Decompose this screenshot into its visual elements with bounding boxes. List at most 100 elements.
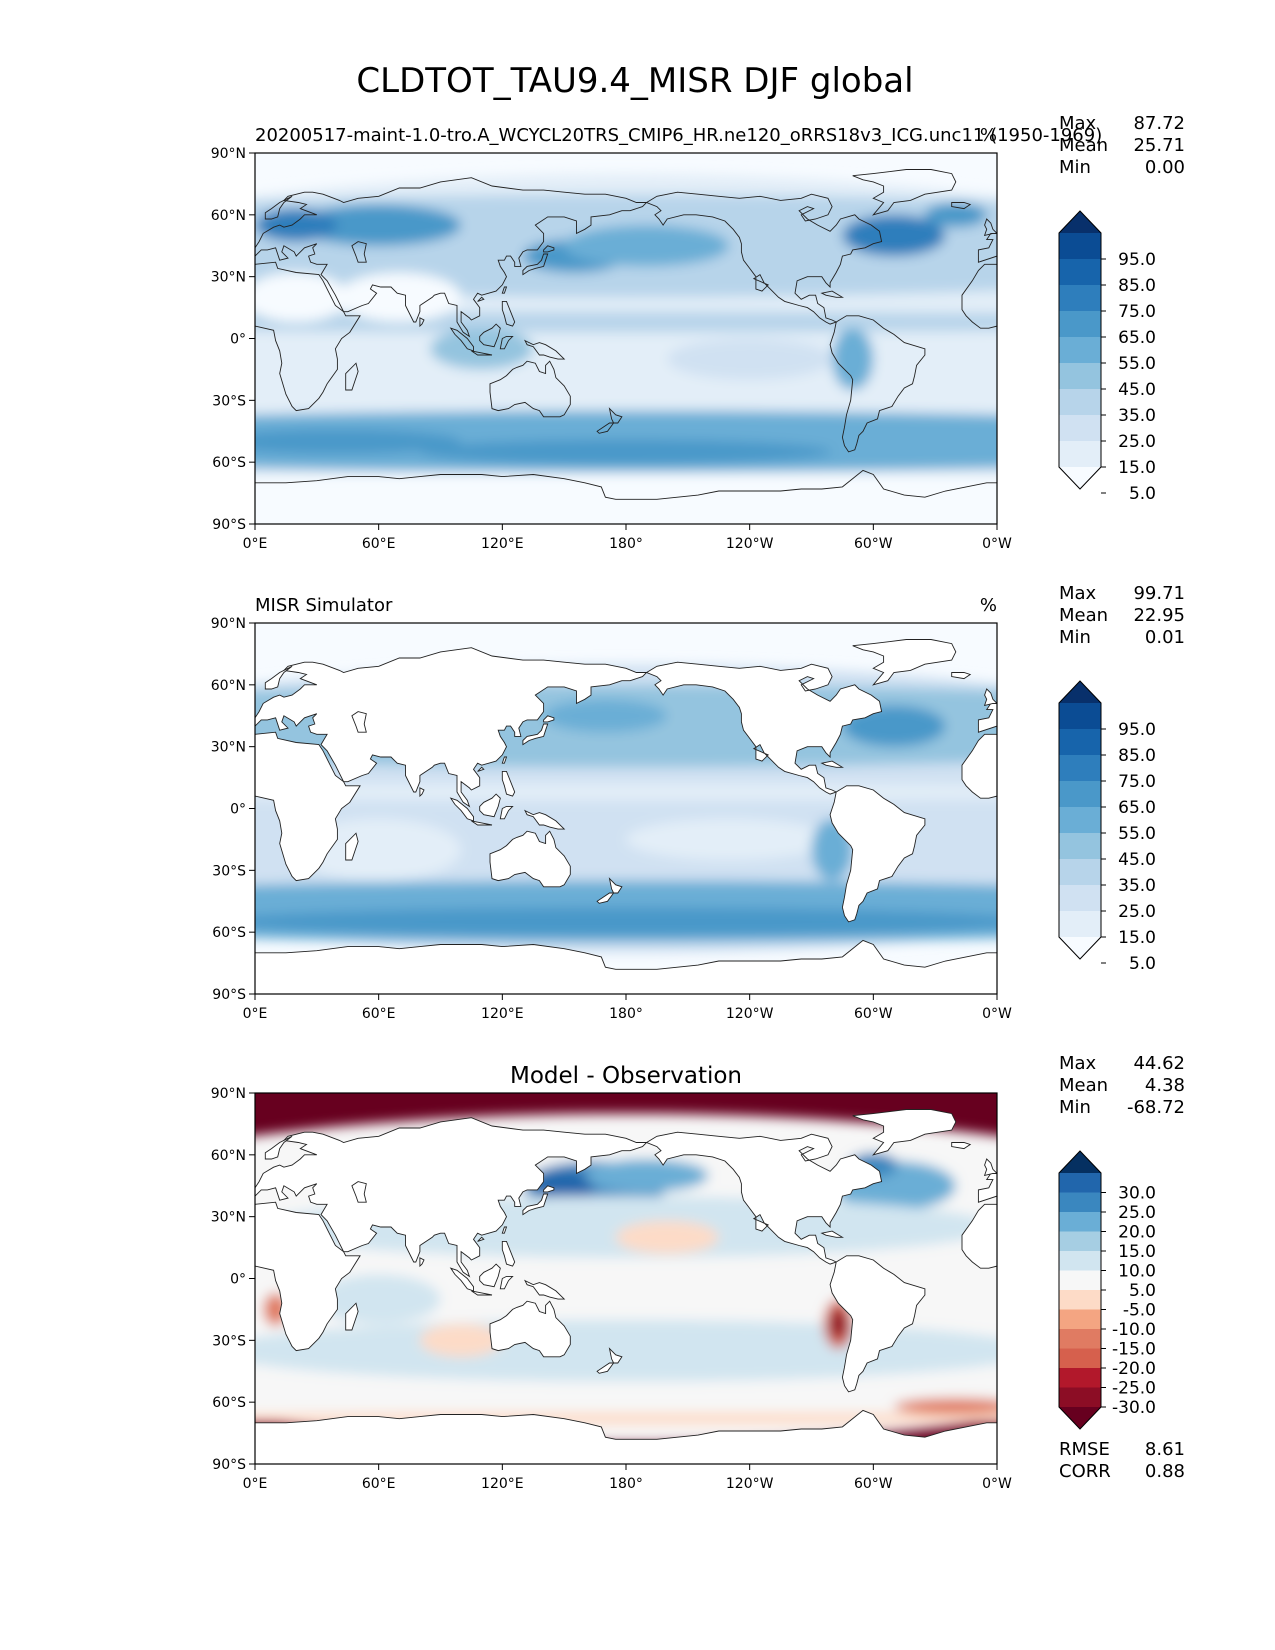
coast-africa [255, 1201, 361, 1352]
panel-left-title: 20200517-maint-1.0-tro.A_WCYCL20TRS_CMIP… [255, 125, 1102, 146]
stat-value: 25.71 [1133, 135, 1185, 156]
lon-tick-label: 120°E [481, 536, 524, 552]
map-area: 90°N 60°N 30°N 0° 30°S 60°S 90°S 0°E 60°E 120°E 18… [211, 616, 1012, 1022]
lat-tick-label: 30°N [211, 1210, 246, 1226]
stat-value: 4.38 [1145, 1075, 1185, 1096]
footer-stat-value: 0.88 [1145, 1461, 1185, 1482]
colorbar-tick-label: 25.0 [1118, 902, 1156, 922]
colorbar-tick-label: 55.0 [1118, 354, 1156, 374]
stat-label: Min [1059, 157, 1091, 178]
colorbar-tick-label: -15.0 [1112, 1340, 1156, 1360]
field-patch [924, 202, 987, 228]
colorbar-tick-label: 20.0 [1118, 1223, 1156, 1243]
coast-nam [645, 1131, 883, 1265]
coast-japan [522, 723, 549, 746]
lat-tick-label: 90°N [211, 146, 246, 162]
colorbar-segment [1059, 885, 1101, 912]
coastlines [255, 169, 997, 524]
colorbar: 30.025.020.015.010.05.0-5.0-10.0-15.0-20… [1058, 1150, 1156, 1430]
coast-cuba [820, 760, 845, 768]
colorbar-tick-label: 25.0 [1118, 432, 1156, 452]
coast-sam [829, 785, 926, 923]
stat-label: Min [1059, 1097, 1091, 1118]
coast-africa [255, 731, 361, 882]
coast-europe [255, 647, 648, 808]
coast-madagascar [345, 362, 359, 391]
colorbar-segment [1059, 1251, 1101, 1271]
colorbar-segment [1059, 703, 1101, 730]
colorbar-tick-label: 15.0 [1118, 458, 1156, 478]
field-patch [430, 328, 534, 370]
colorbar-segment [1059, 1173, 1101, 1193]
colorbar-segment [1059, 911, 1101, 938]
coast-japan [522, 253, 549, 276]
field-patch [255, 311, 997, 333]
lon-tick-label: 180° [609, 1476, 643, 1492]
coastlines [255, 1109, 997, 1464]
colorbar-extend-min [1059, 1407, 1101, 1429]
colorbar-tick-label: 65.0 [1118, 328, 1156, 348]
colorbar-tick-label: -10.0 [1112, 1320, 1156, 1340]
coast-greenland [852, 169, 957, 216]
colorbar-segment [1059, 1309, 1101, 1330]
colorbar-segment [1059, 441, 1101, 468]
colorbar-tick-label: 75.0 [1118, 302, 1156, 322]
coast-hokkaido [543, 715, 555, 723]
colorbar: 95.0 85.0 75.0 65.0 55.0 45.0 35.0 25.0 15.0 5.0 [1058, 210, 1156, 504]
lat-tick-label: 90°S [212, 517, 246, 533]
coast-britain [983, 1158, 997, 1177]
coast-java [471, 350, 493, 356]
colorbar-tick-label: -25.0 [1112, 1379, 1156, 1399]
coast-scand [264, 195, 293, 220]
coast-australia [489, 360, 571, 418]
coast-australia [489, 1300, 571, 1358]
coast-iceland [951, 202, 972, 210]
colorbar-segment [1059, 1348, 1101, 1369]
panel-obs: MISR Simulator %90°N60°N30°N0°30°S60°S90°… [211, 583, 1185, 1022]
colorbar-tick-label: 5.0 [1129, 954, 1156, 974]
field-patch [832, 328, 874, 391]
coast-africa_w [961, 733, 997, 799]
colorbar-tick-label: 30.0 [1118, 1184, 1156, 1204]
lon-tick-label: 120°W [726, 1476, 774, 1492]
coast-antarctica [255, 469, 997, 524]
map-area: 90°N 60°N 30°N 0° 30°S 60°S 90°S 0°E 60°E 120°E 18… [211, 146, 1012, 552]
colorbar-extend-min [1059, 467, 1101, 489]
field-patch [337, 272, 462, 323]
colorbar-extend-max [1059, 1151, 1101, 1173]
colorbar-segment [1059, 389, 1101, 416]
field-patch [255, 472, 997, 524]
lon-tick-label: 0°E [243, 1006, 268, 1022]
lon-tick-label: 60°E [362, 1006, 396, 1022]
colorbar-segment [1059, 233, 1101, 260]
field-patch [255, 907, 997, 937]
coast-caspian [351, 1181, 367, 1203]
stat-label: Max [1059, 1053, 1097, 1074]
colorbar-segment [1059, 859, 1101, 886]
coast-iceland [951, 1142, 972, 1150]
colorbar-extend-max [1059, 211, 1101, 233]
lat-tick-label: 60°S [212, 455, 246, 471]
coast-newguinea [523, 809, 566, 830]
stat-value: -68.72 [1127, 1097, 1185, 1118]
map-field [255, 623, 997, 994]
coast-britain [983, 218, 997, 237]
lat-tick-label: 30°N [211, 270, 246, 286]
lat-tick-label: 90°S [212, 987, 246, 1003]
colorbar-segment [1059, 311, 1101, 338]
lon-tick-label: 60°W [854, 1476, 893, 1492]
stat-value: 44.62 [1133, 1053, 1185, 1074]
lat-tick-label: 60°S [212, 1395, 246, 1411]
colorbar-tick-label: 85.0 [1118, 276, 1156, 296]
lat-tick-label: 0° [230, 802, 246, 818]
coast-europe [255, 177, 648, 338]
lon-tick-label: 0°E [243, 536, 268, 552]
coast-srilanka [419, 317, 425, 328]
coast-greenland [852, 639, 957, 686]
colorbar-tick-label: 5.0 [1129, 1281, 1156, 1301]
coast-australia [489, 830, 571, 888]
stat-value: 87.72 [1133, 113, 1185, 134]
colorbar-segment [1059, 755, 1101, 782]
stat-label: Mean [1059, 605, 1108, 626]
